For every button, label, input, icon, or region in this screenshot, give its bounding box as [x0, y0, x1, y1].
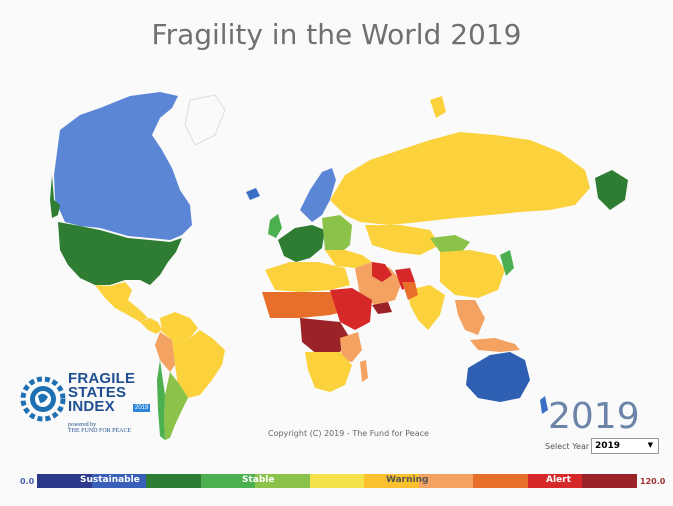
- legend-segment: [200, 474, 256, 488]
- legend-max-label: 120.0: [640, 477, 666, 486]
- region-sahel[interactable]: [262, 292, 350, 318]
- region-western-europe[interactable]: [278, 225, 325, 262]
- logo-org: THE FUND FOR PEACE: [68, 428, 132, 434]
- legend-segment: [527, 474, 583, 488]
- region-central-america[interactable]: [140, 318, 162, 334]
- region-alaska[interactable]: [50, 175, 60, 218]
- region-east-africa[interactable]: [340, 332, 362, 362]
- region-india[interactable]: [408, 285, 445, 330]
- region-eastern-europe[interactable]: [322, 215, 352, 255]
- fragile-states-index-logo: FRAGILE STATES INDEX 2019 powered by THE…: [20, 370, 160, 442]
- region-indonesia[interactable]: [470, 338, 520, 352]
- region-usa[interactable]: [58, 222, 182, 285]
- year-select-value: 2019: [595, 441, 621, 451]
- region-new-zealand[interactable]: [540, 396, 548, 414]
- region-australia[interactable]: [466, 352, 530, 402]
- region-uk[interactable]: [268, 214, 282, 238]
- page-title: Fragility in the World 2019: [151, 18, 522, 51]
- region-sudan-somalia[interactable]: [330, 288, 372, 330]
- logo-line-1: FRAGILE: [68, 370, 136, 387]
- region-central-africa[interactable]: [300, 318, 350, 355]
- region-chile[interactable]: [157, 360, 165, 440]
- region-canada[interactable]: [54, 92, 192, 240]
- region-brazil[interactable]: [172, 330, 225, 398]
- legend-segment: [364, 474, 419, 488]
- region-yemen[interactable]: [372, 302, 392, 314]
- legend-segment: [418, 474, 474, 488]
- region-kazakhstan[interactable]: [365, 225, 440, 255]
- logo-badge: 2019: [133, 404, 151, 412]
- select-year-label: Select Year: [545, 442, 590, 451]
- legend-label-sustainable: Sustainable: [80, 475, 140, 485]
- legend-segment: [309, 474, 365, 488]
- legend-label-alert: Alert: [546, 475, 571, 485]
- region-balkans-turkey[interactable]: [325, 250, 372, 268]
- region-russia-north-island[interactable]: [430, 96, 446, 118]
- legend-segment: [255, 474, 310, 488]
- region-east-russia[interactable]: [595, 170, 628, 210]
- logo-line-3: INDEX: [68, 398, 115, 415]
- year-display: 2019: [548, 396, 640, 437]
- region-russia[interactable]: [330, 132, 590, 225]
- legend-segment: [146, 474, 201, 488]
- copyright-text: Copyright (C) 2019 - The Fund for Peace: [268, 429, 429, 438]
- globe-gear-icon: [20, 376, 66, 422]
- region-china[interactable]: [440, 250, 505, 298]
- legend-label-stable: Stable: [242, 475, 275, 485]
- region-madagascar[interactable]: [360, 360, 368, 382]
- region-colombia-venezuela[interactable]: [160, 312, 198, 340]
- year-select[interactable]: 2019 ▼: [591, 438, 659, 454]
- legend-min-label: 0.0: [20, 477, 35, 486]
- region-peru-bolivia[interactable]: [155, 332, 175, 372]
- region-north-africa[interactable]: [265, 262, 350, 292]
- legend-label-warning: Warning: [386, 475, 429, 485]
- region-greenland[interactable]: [184, 94, 226, 146]
- region-scandinavia[interactable]: [300, 168, 336, 222]
- logo-powered-by: powered by: [68, 422, 97, 428]
- region-southern-africa[interactable]: [305, 352, 352, 392]
- region-iceland[interactable]: [246, 188, 260, 200]
- dropdown-arrow-icon: ▼: [647, 441, 653, 449]
- logo-line-2: STATES: [68, 384, 127, 401]
- legend-segment: [473, 474, 528, 488]
- region-iraq-syria[interactable]: [372, 262, 392, 282]
- region-korea-japan[interactable]: [500, 250, 514, 276]
- region-mongolia[interactable]: [430, 235, 470, 252]
- region-pakistan[interactable]: [402, 282, 418, 300]
- region-southeast-asia[interactable]: [455, 300, 485, 335]
- legend-segment: [91, 474, 147, 488]
- legend-segment: [37, 474, 92, 488]
- region-mexico[interactable]: [95, 282, 148, 322]
- legend-color-bar: [37, 474, 638, 488]
- legend-segment: [582, 474, 638, 488]
- region-argentina[interactable]: [164, 372, 188, 440]
